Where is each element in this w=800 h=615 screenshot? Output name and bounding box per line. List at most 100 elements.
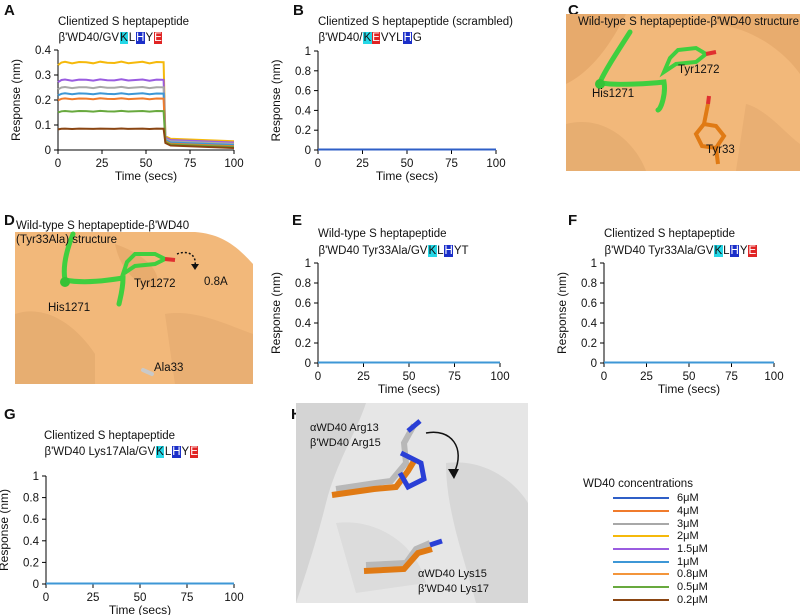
legend-item: 2μM xyxy=(583,530,773,543)
y-tick-label: 0 xyxy=(33,579,39,591)
chart-panel-e: 0 0.2 0.4 0.6 0.8 1 0 25 50 75 100 Time (secs) Respo… xyxy=(269,258,510,396)
x-tick-label: 50 xyxy=(134,592,147,604)
x-tick-label: 0 xyxy=(43,592,49,604)
y-tick-label: 1 xyxy=(305,258,311,270)
y-tick-label: 0.2 xyxy=(295,125,311,137)
tyrosine-ring xyxy=(659,45,710,78)
x-tick-label: 50 xyxy=(403,371,416,383)
surface-shadow xyxy=(336,522,426,593)
peptide-backbone xyxy=(61,231,126,307)
lys-sidechain-orange xyxy=(363,546,433,574)
y-axis-label: Response (nm) xyxy=(269,59,283,141)
arg-sidechain-grey xyxy=(335,423,417,492)
x-tick-label: 25 xyxy=(87,592,100,604)
panel-g-sequence: β'WD40 Lys17Ala/GVKLHYE xyxy=(44,446,199,458)
lys-sidechain-grey xyxy=(365,540,432,568)
shift-arrow xyxy=(176,251,196,267)
x-axis-label: Time (secs) xyxy=(115,169,177,183)
x-tick-label: 25 xyxy=(356,158,369,170)
series-line xyxy=(57,85,235,145)
x-tick-label: 50 xyxy=(140,158,153,170)
series-line xyxy=(57,60,235,143)
legend-swatch xyxy=(613,497,669,500)
y-tick-label: 0.4 xyxy=(23,536,40,548)
y-tick-label: 0 xyxy=(591,358,597,370)
panel-f-title: Clientized S heptapeptide xyxy=(604,228,736,240)
panel-label-d: D xyxy=(4,212,15,229)
concentration-legend: WD40 concentrations 6μM 4μM 3μM 2μM 1.5μM 1μM… xyxy=(583,478,773,606)
legend-label: 0.5μM xyxy=(677,581,708,594)
legend-title: WD40 concentrations xyxy=(583,478,693,490)
x-tick-label: 100 xyxy=(224,158,243,170)
surface-shadow xyxy=(736,104,800,171)
label-beta-arg15: β'WD40 Arg15 xyxy=(310,437,381,449)
chart-panel-f: 0 0.2 0.4 0.6 0.8 1 0 25 50 75 100 Time (secs) Respo… xyxy=(555,258,784,396)
panel-d-title-2: (Tyr33Ala) structure xyxy=(16,234,117,246)
legend-item: 3μM xyxy=(583,517,773,530)
series-line xyxy=(57,127,235,149)
panel-a-title: Clientized S heptapeptide xyxy=(58,16,190,28)
surface-shadow xyxy=(165,313,253,384)
legend-label: 3μM xyxy=(677,517,699,530)
peptide-backbone xyxy=(596,29,667,113)
panel-label-e: E xyxy=(292,212,303,229)
shift-arrowhead xyxy=(191,264,199,270)
x-tick-label: 100 xyxy=(486,158,505,170)
y-tick-label: 0.3 xyxy=(35,70,51,82)
label-alpha-lys15: αWD40 Lys15 xyxy=(418,568,487,580)
panel-label-b: B xyxy=(293,2,304,19)
legend-item: 1μM xyxy=(583,555,773,568)
label-ala33: Ala33 xyxy=(154,362,184,374)
legend-item: 0.5μM xyxy=(583,581,773,594)
panel-c-title: Wild-type S heptapeptide-β'WD40 structur… xyxy=(578,16,800,28)
y-axis-label: Response (nm) xyxy=(555,272,569,354)
y-tick-label: 0.6 xyxy=(23,514,39,526)
panel-label-c: C xyxy=(568,2,579,19)
hydroxyl-bond xyxy=(705,50,717,56)
x-tick-label: 0 xyxy=(55,158,61,170)
y-tick-label: 0 xyxy=(305,145,311,157)
rotation-arrowhead xyxy=(448,469,459,479)
label-alpha-arg13: αWD40 Arg13 xyxy=(310,422,379,434)
x-axis-label: Time (secs) xyxy=(376,169,438,183)
legend-label: 6μM xyxy=(677,492,699,505)
series-line xyxy=(57,92,235,146)
y-axis-label: Response (nm) xyxy=(269,272,283,354)
legend-item: 4μM xyxy=(583,505,773,518)
legend-item: 6μM xyxy=(583,492,773,505)
panel-e-sequence: β'WD40 Tyr33Ala/GVKLHYT xyxy=(318,245,469,257)
x-tick-label: 50 xyxy=(683,371,696,383)
panel-b-title: Clientized S heptapeptide (scrambled) xyxy=(318,16,513,28)
legend-swatch xyxy=(613,548,669,551)
y-tick-label: 0.2 xyxy=(35,95,51,107)
rotation-arrow xyxy=(425,431,459,474)
panel-label-g: G xyxy=(4,406,16,423)
structure-panel-c xyxy=(566,14,800,171)
structure-panel-d xyxy=(15,231,253,384)
tyrosine-ring xyxy=(119,252,170,279)
legend-swatch xyxy=(613,586,669,589)
panel-label-f: F xyxy=(568,212,578,229)
y-tick-label: 0.2 xyxy=(295,338,311,350)
ala33-sidechain xyxy=(141,368,154,376)
y-tick-label: 0.6 xyxy=(295,86,311,98)
calpha-atom xyxy=(595,79,605,89)
amine-group xyxy=(429,538,443,548)
y-tick-label: 0.8 xyxy=(581,278,597,290)
series-line xyxy=(57,109,235,148)
x-tick-label: 75 xyxy=(725,371,738,383)
x-axis-label: Time (secs) xyxy=(378,382,440,396)
legend-item: 0.2μM xyxy=(583,594,773,607)
guanidinium-group xyxy=(397,450,427,491)
guanidinium-group xyxy=(406,419,422,433)
y-tick-label: 0 xyxy=(45,145,51,157)
legend-item: 1.5μM xyxy=(583,543,773,556)
legend-label: 1.5μM xyxy=(677,543,708,556)
y-tick-label: 0.4 xyxy=(35,45,52,57)
tyr33-hydroxyl xyxy=(706,95,711,105)
panel-b-sequence: β'WD40/KEVYLHG xyxy=(318,32,422,44)
tyr33-backbone xyxy=(714,147,720,165)
y-tick-label: 0.6 xyxy=(295,298,311,310)
legend-label: 0.8μM xyxy=(677,568,708,581)
x-tick-label: 100 xyxy=(224,592,243,604)
